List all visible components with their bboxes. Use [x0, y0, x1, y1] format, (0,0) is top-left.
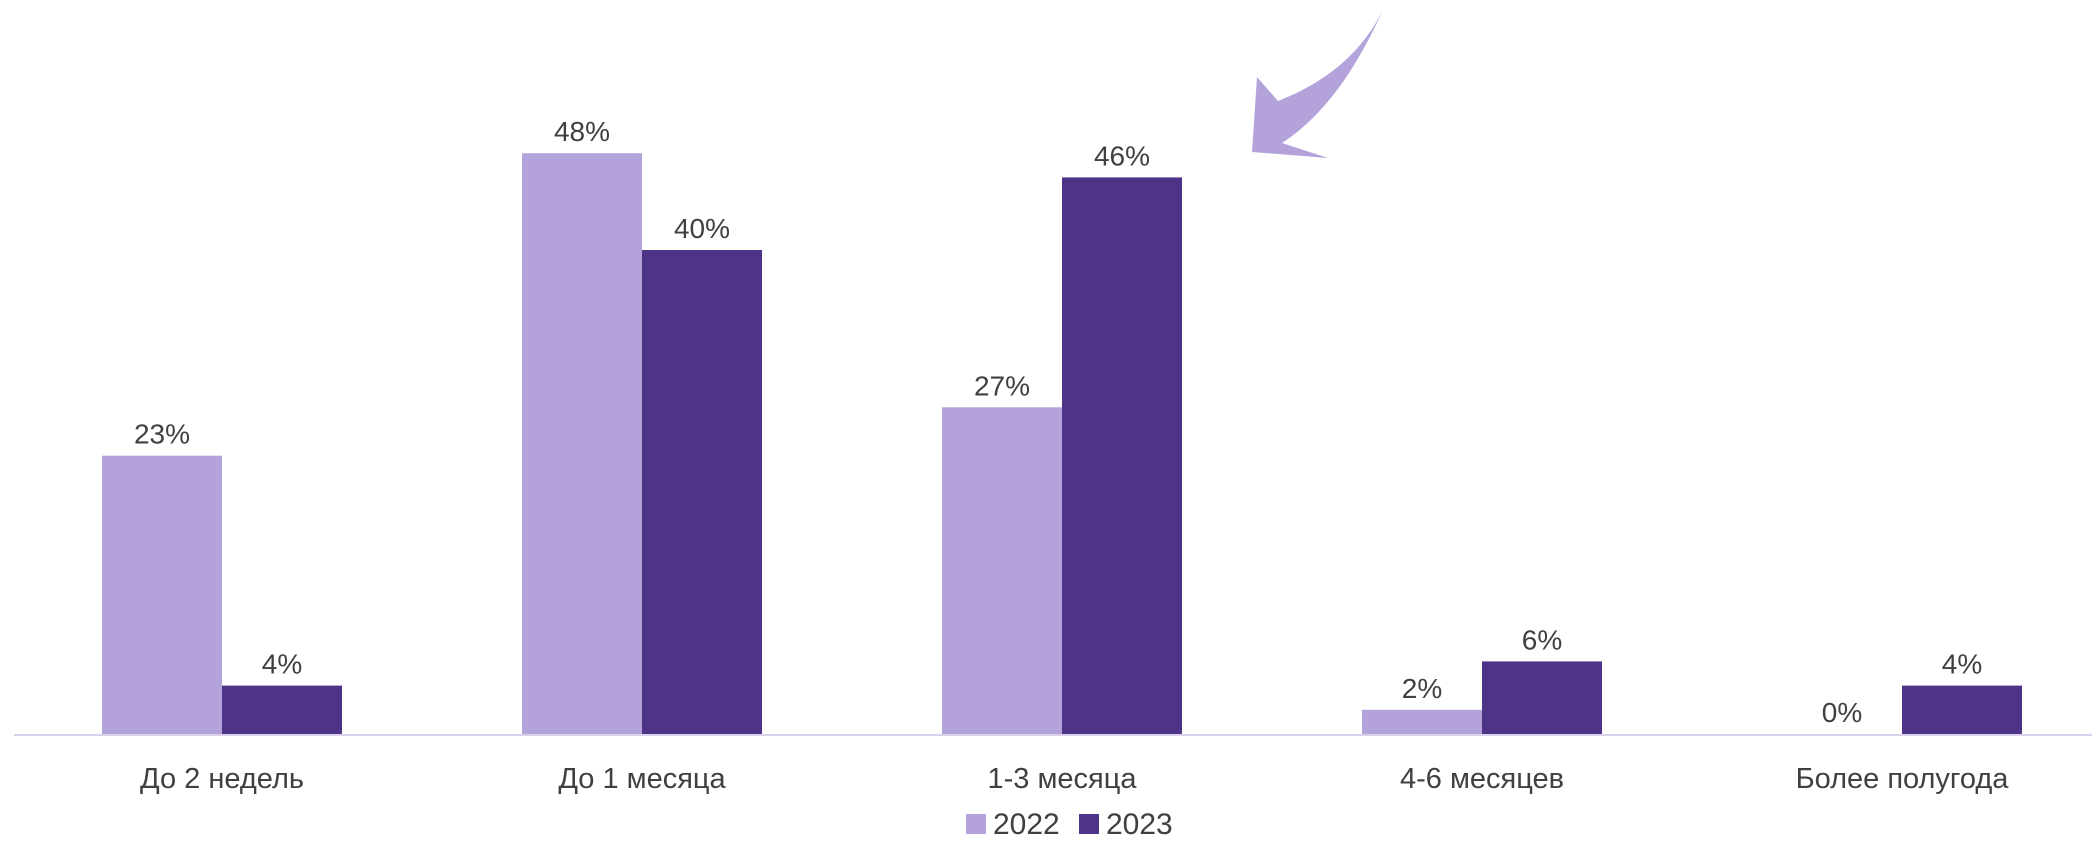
x-tick-label-3: 4-6 месяцев — [1400, 763, 1564, 795]
legend-swatch-2023 — [1079, 814, 1099, 834]
x-tick-labels-layer: До 2 недель До 1 месяца 1-3 месяца 4-6 меся… — [140, 763, 2009, 795]
data-label-2023-1: 40% — [674, 213, 730, 244]
annotation-arrow-icon — [1252, 10, 1383, 158]
x-tick-label-2: 1-3 месяца — [988, 763, 1138, 795]
bars-layer — [102, 153, 2022, 734]
x-tick-label-1: До 1 месяца — [558, 763, 726, 795]
bar-2023-0 — [222, 685, 342, 734]
legend-label-2022: 2022 — [993, 808, 1060, 841]
x-tick-label-4: Более полугода — [1796, 763, 2010, 795]
bar-2022-1 — [522, 153, 642, 734]
bar-2023-1 — [642, 250, 762, 734]
legend-label-2023: 2023 — [1106, 808, 1173, 841]
data-label-2022-3: 2% — [1402, 673, 1442, 704]
data-label-2023-4: 4% — [1942, 649, 1982, 680]
data-label-2022-0: 23% — [134, 419, 190, 450]
bar-2022-3 — [1362, 709, 1482, 734]
data-label-2023-3: 6% — [1522, 624, 1562, 655]
data-label-2023-2: 46% — [1094, 140, 1150, 171]
data-label-2023-0: 4% — [262, 649, 302, 680]
bar-2023-4 — [1902, 685, 2022, 734]
data-label-2022-4: 0% — [1822, 697, 1862, 728]
bar-2023-3 — [1482, 661, 1602, 734]
bar-2022-0 — [102, 455, 222, 734]
x-tick-label-0: До 2 недель — [140, 763, 304, 795]
data-labels-layer: 23% 4% 48% 40% 27% 46% 2% 6% 0% 4% — [134, 116, 1982, 728]
legend-swatch-2022 — [966, 814, 986, 834]
legend: 2022 2023 — [966, 808, 1173, 841]
data-label-2022-2: 27% — [974, 370, 1030, 401]
bar-2023-2 — [1062, 177, 1182, 734]
data-label-2022-1: 48% — [554, 116, 610, 147]
bar-2022-2 — [942, 407, 1062, 734]
